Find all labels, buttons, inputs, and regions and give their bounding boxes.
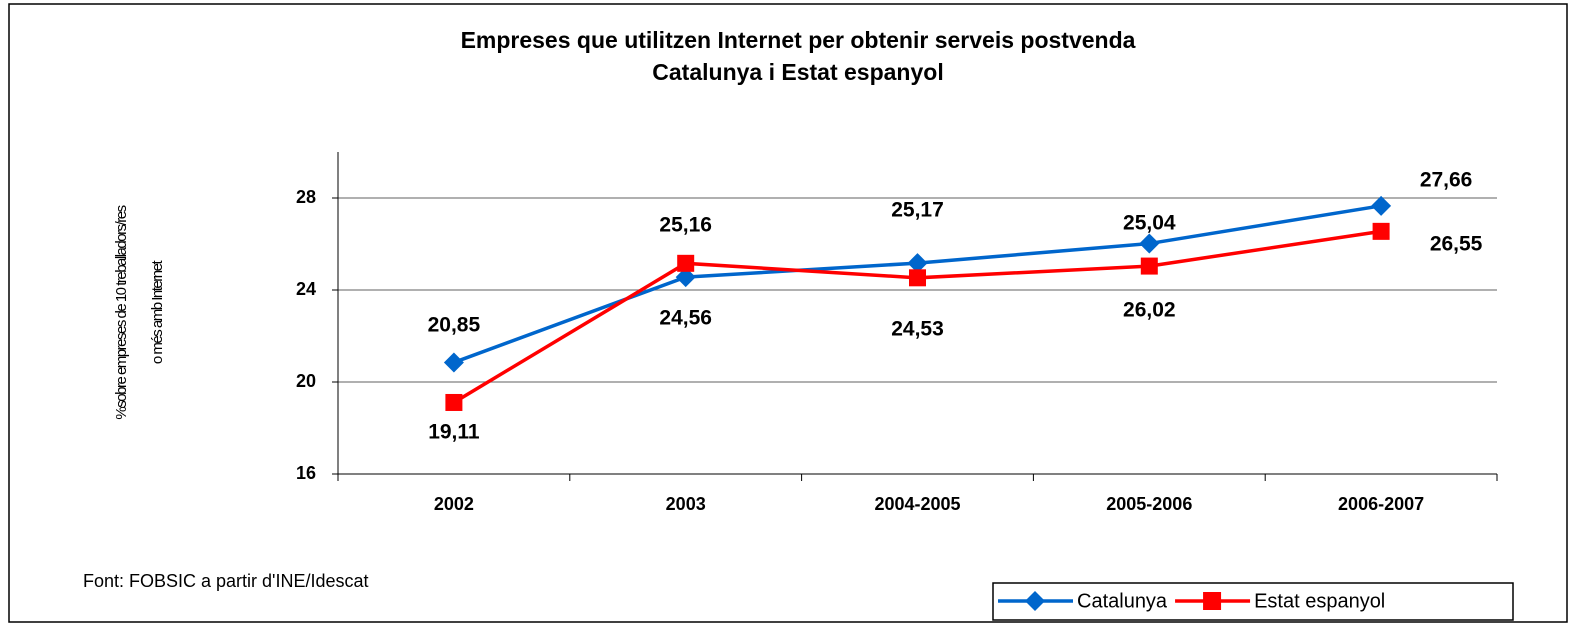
y-tick-label: 28: [296, 187, 316, 207]
chart-border: [8, 3, 1568, 623]
data-label: 25,17: [891, 199, 944, 222]
data-label: 20,85: [428, 314, 481, 337]
y-tick-label: 20: [296, 371, 316, 391]
data-label: 24,53: [891, 318, 944, 341]
x-tick-label: 2005-2006: [1106, 494, 1192, 514]
marker: [443, 352, 464, 373]
chart-title: Empreses que utilitzen Internet per obte…: [461, 27, 1136, 53]
data-label: 27,66: [1420, 169, 1473, 192]
marker: [1371, 195, 1392, 216]
y-tick-label: 16: [296, 463, 316, 483]
x-tick-label: 2003: [666, 494, 706, 514]
data-label: 24,56: [659, 307, 712, 330]
legend-marker: [1025, 591, 1045, 611]
y-label-line: o més amb Internet: [149, 260, 166, 365]
marker: [677, 254, 695, 272]
marker: [445, 393, 463, 411]
source-note: Font: FOBSIC a partir d'INE/Idescat: [83, 571, 369, 591]
data-label: 25,16: [659, 214, 712, 237]
legend-box: [992, 582, 1514, 621]
legend-label: Catalunya: [1077, 590, 1168, 612]
legend-label: Estat espanyol: [1254, 590, 1385, 612]
x-tick-label: 2002: [434, 494, 474, 514]
y-axis-label: %sobre empreses de 10 treballadors/res o…: [113, 205, 166, 419]
y-tick-label: 24: [296, 279, 316, 299]
y-label-line: %sobre empreses de 10 treballadors/res: [113, 205, 130, 419]
marker: [1140, 257, 1158, 275]
data-label: 25,04: [1123, 212, 1176, 235]
marker: [1372, 222, 1390, 240]
data-label: 19,11: [428, 421, 480, 444]
marker: [909, 269, 926, 287]
legend-marker: [1203, 592, 1222, 610]
x-tick-label: 2004-2005: [874, 494, 960, 514]
marker: [675, 267, 696, 288]
x-tick-label: 2006-2007: [1338, 494, 1424, 514]
data-label: 26,55: [1430, 233, 1483, 256]
chart-subtitle: Catalunya i Estat espanyol: [652, 59, 943, 85]
marker: [907, 253, 928, 274]
marker: [1139, 233, 1160, 254]
data-label: 26,02: [1123, 299, 1176, 322]
